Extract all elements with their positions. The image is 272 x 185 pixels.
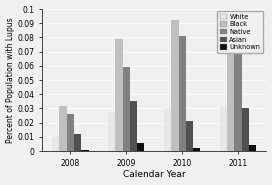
Bar [220, 107, 227, 151]
X-axis label: Calendar Year: Calendar Year [123, 170, 186, 179]
Bar [123, 67, 130, 151]
Bar [178, 36, 186, 151]
Bar [130, 101, 137, 151]
Bar [60, 106, 67, 151]
Bar [242, 108, 249, 151]
Bar [67, 114, 74, 151]
Bar [137, 142, 144, 151]
Bar [108, 113, 115, 151]
Bar [74, 134, 81, 151]
Bar [234, 45, 242, 151]
Bar [249, 145, 256, 151]
Bar [52, 137, 60, 151]
Y-axis label: Percent of Population with Lupus: Percent of Population with Lupus [5, 17, 15, 143]
Bar [193, 148, 200, 151]
Bar [115, 39, 123, 151]
Bar [171, 20, 178, 151]
Bar [81, 150, 88, 151]
Bar [227, 45, 234, 151]
Bar [164, 108, 171, 151]
Bar [186, 121, 193, 151]
Legend: White, Black, Native, Asian, Unknown: White, Black, Native, Asian, Unknown [217, 11, 263, 53]
